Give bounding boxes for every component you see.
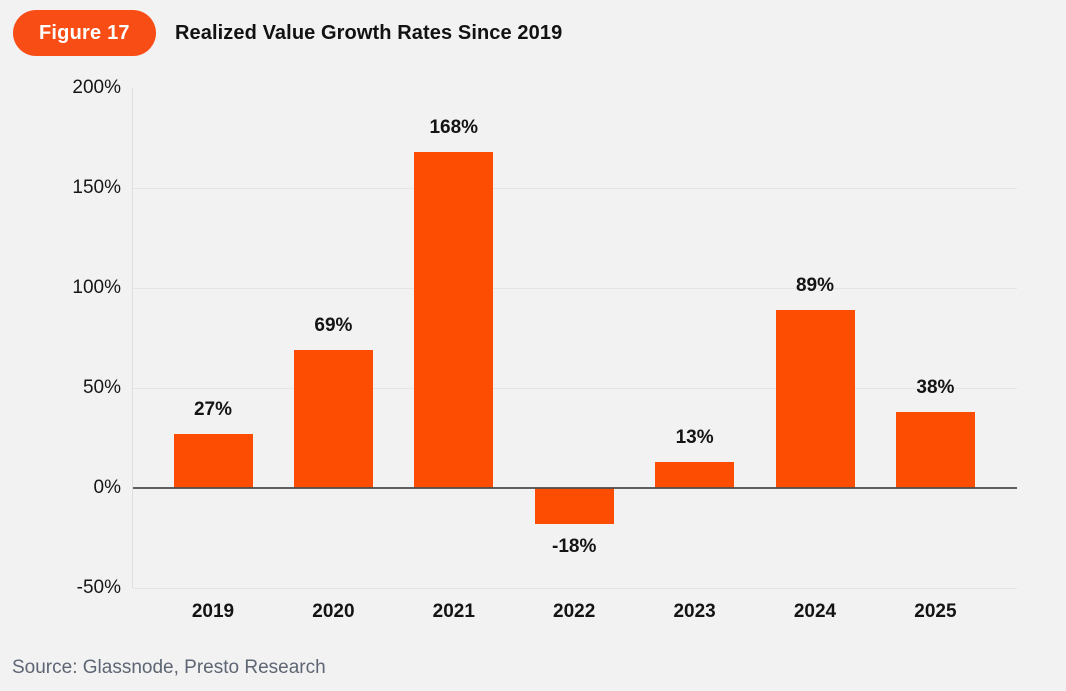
- x-tick-label-2023: 2023: [673, 601, 716, 622]
- y-tick-label-200: 200%: [72, 77, 121, 98]
- bar-2021: [414, 152, 494, 488]
- bar-2024: [775, 310, 855, 488]
- x-tick-label-2025: 2025: [914, 601, 957, 622]
- value-label-2021: 168%: [429, 117, 479, 138]
- bar-2023: [655, 462, 735, 488]
- x-tick-label-2021: 2021: [432, 601, 475, 622]
- y-axis-line: [132, 88, 133, 588]
- y-tick-label-50: 50%: [82, 377, 121, 398]
- x-tick-label-2020: 2020: [312, 601, 355, 622]
- y-tick-label-100: 100%: [72, 277, 121, 298]
- bar-2020: [293, 350, 373, 488]
- chart-title: Realized Value Growth Rates Since 2019: [175, 22, 563, 44]
- gridline-50: [133, 388, 1017, 389]
- value-label-2025: 38%: [916, 377, 955, 398]
- bar-2019: [173, 434, 253, 488]
- gridline--50: [133, 588, 1017, 589]
- figure-badge: Figure 17: [13, 10, 156, 56]
- value-label-2022: -18%: [552, 536, 597, 557]
- y-tick-label--50: -50%: [76, 577, 121, 598]
- x-tick-label-2024: 2024: [793, 601, 837, 622]
- y-tick-label-150: 150%: [72, 177, 121, 198]
- gridline-100: [133, 288, 1017, 289]
- value-label-2019: 27%: [193, 399, 233, 420]
- x-tick-label-2019: 2019: [191, 601, 235, 622]
- bar-2022: [534, 488, 614, 524]
- value-label-2020: 69%: [314, 315, 353, 336]
- gridline-150: [133, 188, 1017, 189]
- zero-baseline: [133, 487, 1017, 489]
- y-tick-label-0: 0%: [93, 477, 121, 498]
- x-tick-label-2022: 2022: [553, 601, 596, 622]
- source-note: Source: Glassnode, Presto Research: [12, 657, 326, 678]
- value-label-2023: 13%: [675, 427, 714, 448]
- bar-2025: [895, 412, 975, 488]
- value-label-2024: 89%: [795, 275, 835, 296]
